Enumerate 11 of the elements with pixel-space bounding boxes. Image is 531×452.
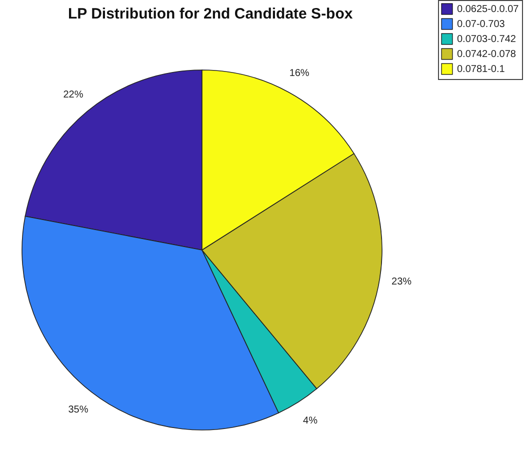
legend-label: 0.07-0.703 xyxy=(457,19,506,30)
data-label: 4% xyxy=(303,416,318,427)
data-label: 22% xyxy=(63,89,84,100)
legend-label: 0.0742-0.078 xyxy=(457,49,516,60)
data-label: 35% xyxy=(68,404,88,416)
chart-title: LP Distribution for 2nd Candidate S-box xyxy=(68,6,354,22)
legend-label: 0.0703-0.742 xyxy=(457,34,516,45)
data-label: 23% xyxy=(392,276,412,288)
legend-label: 0.0781-0.1 xyxy=(457,64,506,75)
legend-label: 0.0625-0.0.07 xyxy=(457,4,520,15)
data-label: 16% xyxy=(289,68,310,79)
